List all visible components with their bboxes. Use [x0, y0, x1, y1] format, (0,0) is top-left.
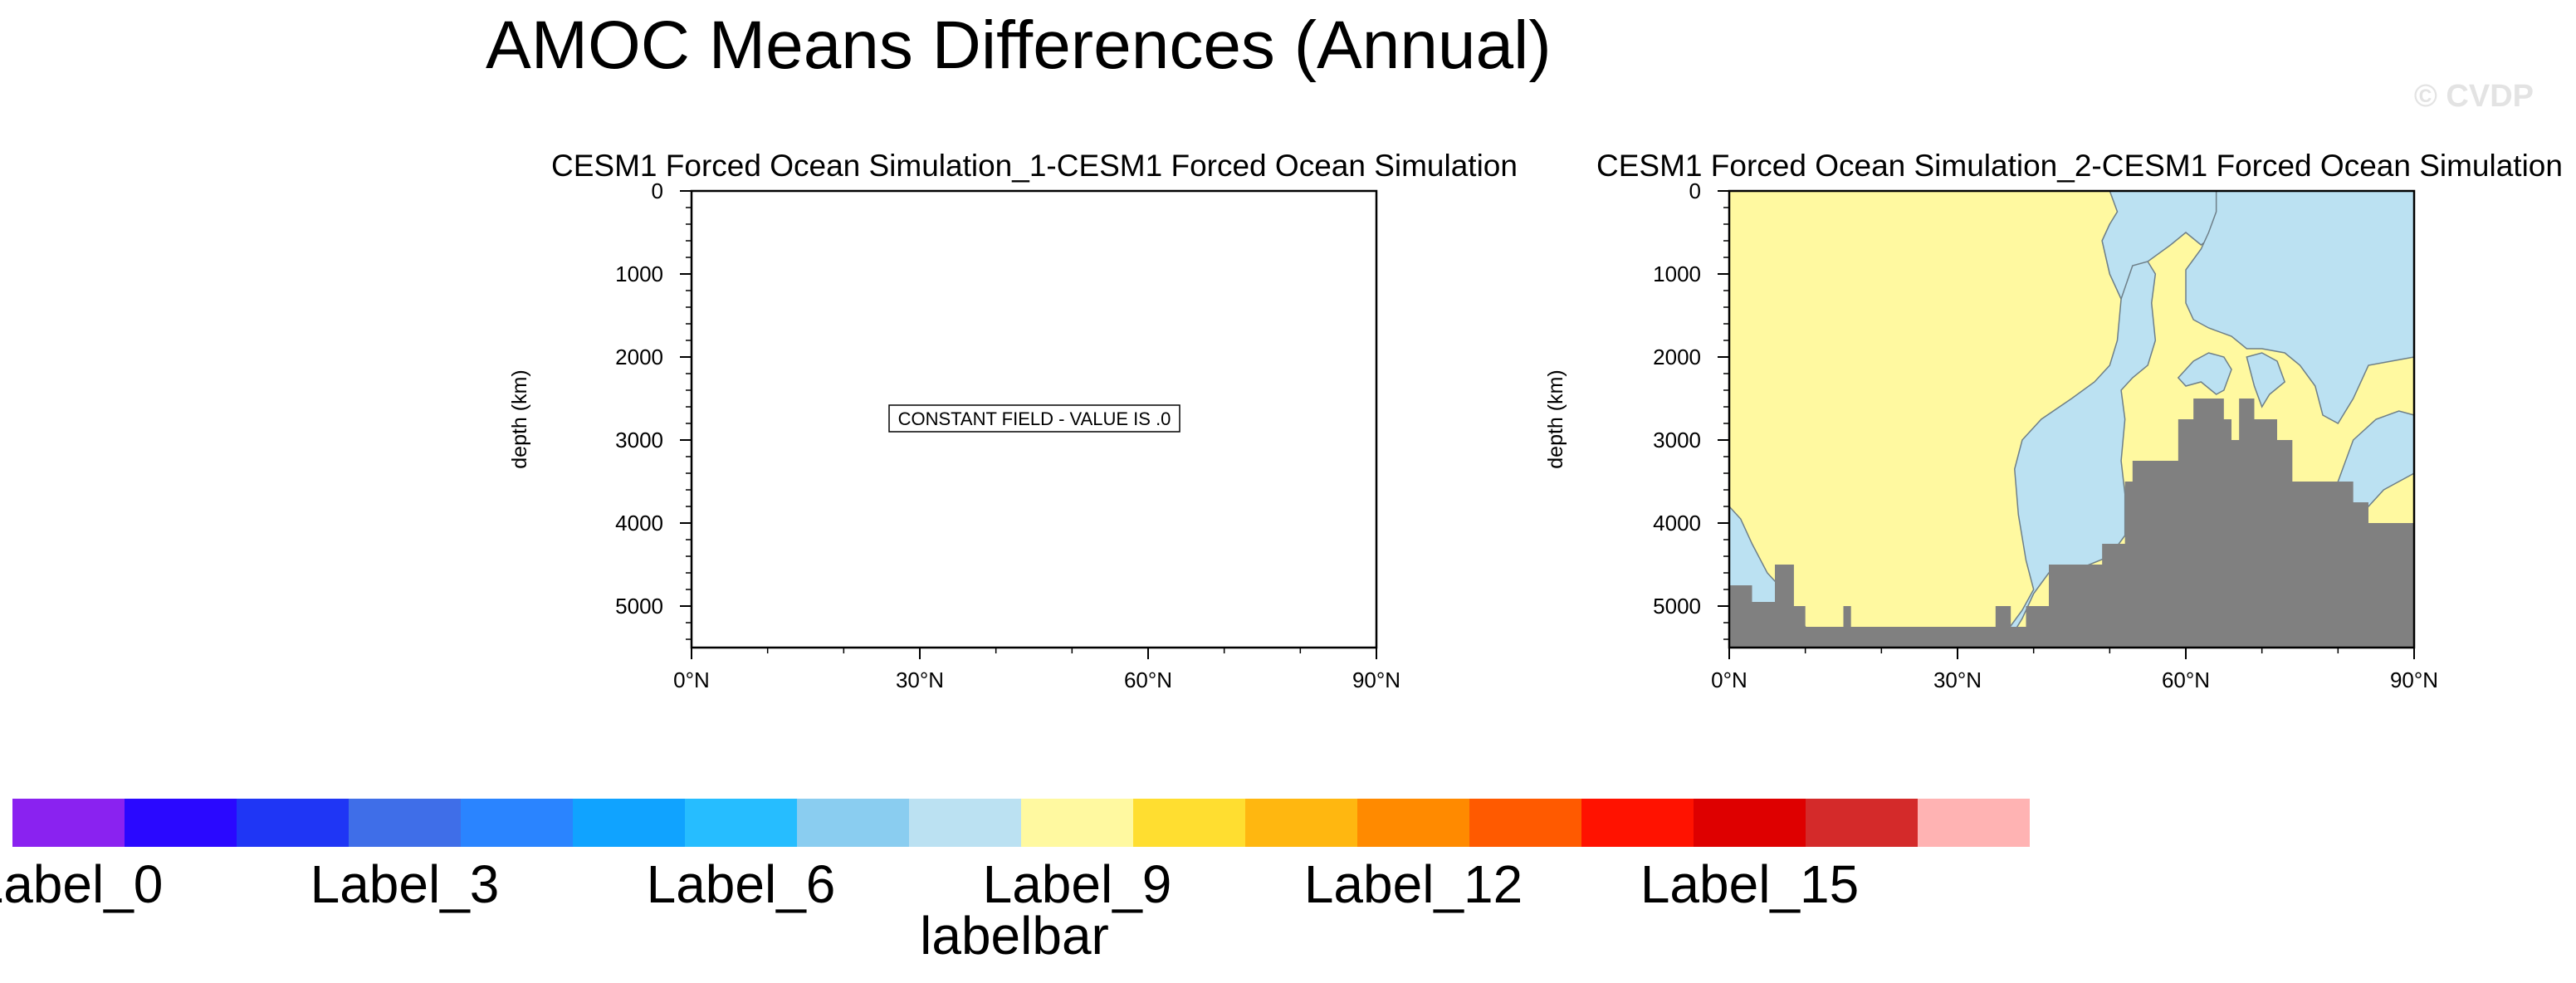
labelbar-cell: [797, 799, 909, 847]
panel-right-ytick-label: 3000: [1653, 428, 1701, 452]
panel-right-negative-region: [2185, 190, 2415, 425]
annotation-box: [888, 404, 1180, 433]
labelbar-label: Label_3: [310, 854, 500, 914]
panel-left-ytick-label: 5000: [615, 594, 663, 619]
labelbar-cell: [685, 799, 797, 847]
labelbar-cell: [1021, 799, 1133, 847]
panel-right-axes: 0 1000 2000 3000 4000 5000 0°N 30°N 60°N 90°N: [1653, 179, 2438, 692]
labelbar-label: Label_0: [0, 854, 163, 914]
labelbar-cell: [1806, 799, 1918, 847]
labelbar-labels: Label_0 Label_3 Label_6 Label_9 Label_12 Labe…: [0, 854, 1859, 914]
main-title: AMOC Means Differences (Annual): [486, 7, 1552, 83]
labelbar-cell: [1581, 799, 1694, 847]
panel-left: CESM1 Forced Ocean Simulation_1-CESM1 Fo…: [508, 149, 1518, 692]
labelbar-label: Label_6: [647, 854, 836, 914]
panel-left-xtick-label: 0°N: [673, 668, 710, 692]
labelbar-cell: [237, 799, 349, 847]
panel-right-xtick-label: 90°N: [2390, 668, 2438, 692]
labelbar-label: Label_15: [1640, 854, 1859, 914]
panel-left-ytick-label: 2000: [615, 345, 663, 369]
watermark: © CVDP: [2414, 79, 2534, 114]
annotation-text: CONSTANT FIELD - VALUE IS .0: [898, 408, 1171, 429]
panel-left-xtick-label: 60°N: [1124, 668, 1172, 692]
panel-right-negative-region: [2246, 352, 2286, 408]
panel-left-ylabel: depth (km): [508, 369, 531, 468]
labelbar-cell: [1245, 799, 1357, 847]
panel-right-ylabel: depth (km): [1544, 369, 1567, 468]
labelbar-cell: [573, 799, 685, 847]
labelbar-label: Label_9: [983, 854, 1172, 914]
panel-right-ytick-label: 1000: [1653, 262, 1701, 286]
panel-right-ytick-label: 4000: [1653, 511, 1701, 536]
panel-right-xtick-label: 0°N: [1711, 668, 1747, 692]
labelbar-cell: [1357, 799, 1469, 847]
panel-right-xtick-label: 60°N: [2162, 668, 2210, 692]
labelbar-cell: [349, 799, 461, 847]
labelbar-cell: [1133, 799, 1245, 847]
labelbar-cell: [12, 799, 125, 847]
labelbar-cell: [1918, 799, 2030, 847]
labelbar-cell: [909, 799, 1021, 847]
labelbar: Label_0 Label_3 Label_6 Label_9 Label_12 Labe…: [0, 799, 2030, 966]
panel-right-ytick-label: 2000: [1653, 345, 1701, 369]
panel-right-title: CESM1 Forced Ocean Simulation_2-CESM1 Fo…: [1596, 149, 2563, 183]
labelbar-cell: [125, 799, 237, 847]
labelbar-cell: [1469, 799, 1581, 847]
panel-right-ytick-label: 5000: [1653, 594, 1701, 619]
panel-left-axes: 0 1000 2000 3000 4000 5000 0°N 30°N 60°N 90°N: [615, 179, 1400, 692]
labelbar-label: Label_12: [1304, 854, 1523, 914]
panel-left-frame: [690, 189, 1378, 649]
panel-left-xtick-label: 90°N: [1352, 668, 1400, 692]
labelbar-cell: [1694, 799, 1806, 847]
panel-left-ytick-label: 1000: [615, 262, 663, 286]
panel-right-xtick-label: 30°N: [1933, 668, 1982, 692]
panel-left-ytick-label: 0: [652, 179, 663, 203]
panel-left-title: CESM1 Forced Ocean Simulation_1-CESM1 Fo…: [551, 149, 1518, 183]
labelbar-title: labelbar: [920, 906, 1109, 966]
panel-right-fills: [1728, 190, 2415, 648]
constant-field-annotation: CONSTANT FIELD - VALUE IS .0: [888, 404, 1180, 433]
panel-right-negative-region: [2177, 352, 2232, 395]
panel-right-ytick-label: 0: [1689, 179, 1701, 203]
panel-left-ytick-label: 4000: [615, 511, 663, 536]
panel-left-ytick-label: 3000: [615, 428, 663, 452]
panel-right-bathymetry-mask: [1729, 399, 2414, 648]
panel-left-xtick-label: 30°N: [896, 668, 944, 692]
labelbar-cells: [12, 799, 2030, 847]
labelbar-cell: [461, 799, 573, 847]
panel-right: CESM1 Forced Ocean Simulation_2-CESM1 Fo…: [1544, 149, 2563, 692]
panel-right-frame: [1728, 189, 2416, 649]
